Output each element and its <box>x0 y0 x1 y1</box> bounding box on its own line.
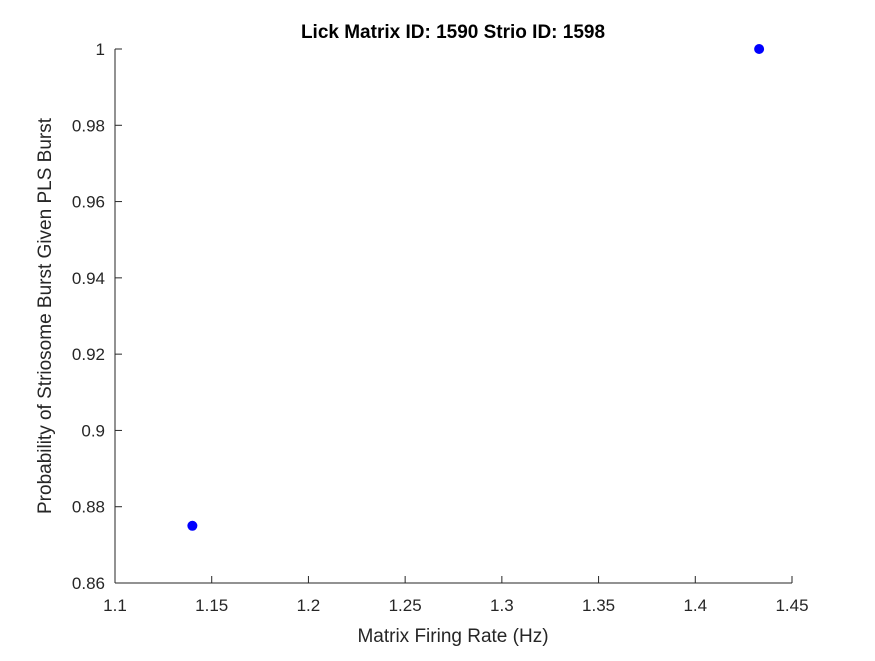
data-point <box>754 44 765 54</box>
x-tick-label: 1.45 <box>775 596 808 615</box>
y-axis-label: Probability of Striosome Burst Given PLS… <box>35 117 56 514</box>
x-tick-label: 1.1 <box>103 596 127 615</box>
y-tick-label: 0.88 <box>72 498 105 517</box>
chart-title: Lick Matrix ID: 1590 Strio ID: 1598 <box>301 22 605 43</box>
y-tick-label: 0.92 <box>72 345 105 364</box>
y-tick-label: 1 <box>96 40 105 59</box>
axes: 1.1 1.15 1.2 1.25 1.3 1.35 1.4 1.45 0.86 0.88 0.9 0… <box>72 40 809 615</box>
x-tick-label: 1.3 <box>490 596 514 615</box>
y-tick-label: 0.9 <box>81 421 105 440</box>
y-tick-label: 0.98 <box>72 116 105 135</box>
x-tick-label: 1.2 <box>297 596 321 615</box>
x-tick-label: 1.15 <box>195 596 228 615</box>
y-tick-label: 0.96 <box>72 193 105 212</box>
data-points <box>187 44 765 531</box>
x-axis-label: Matrix Firing Rate (Hz) <box>357 626 548 647</box>
x-tick-label: 1.25 <box>389 596 422 615</box>
y-tick-label: 0.86 <box>72 574 105 593</box>
x-tick-label: 1.35 <box>582 596 615 615</box>
data-point <box>187 520 198 531</box>
y-tick-label: 0.94 <box>72 269 105 288</box>
x-tick-label: 1.4 <box>683 596 707 615</box>
